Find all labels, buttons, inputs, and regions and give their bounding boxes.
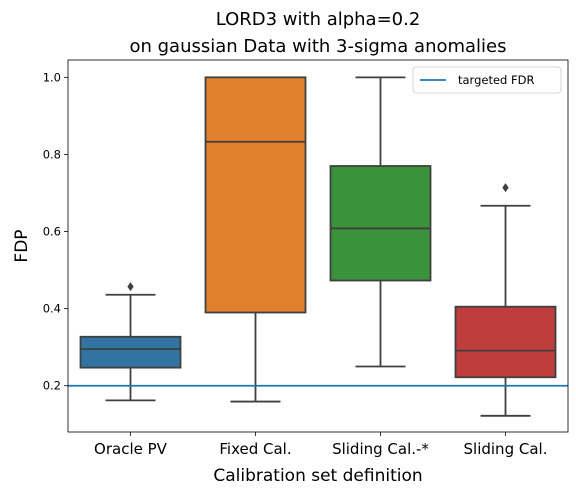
iqr-box bbox=[79, 335, 182, 369]
x-tick-label: Sliding Cal. bbox=[464, 440, 548, 458]
x-tick-label: Oracle PV bbox=[94, 440, 168, 458]
box-sliding-cal bbox=[454, 183, 557, 417]
chart-title-line-1: LORD3 with alpha=0.2 bbox=[216, 9, 421, 30]
x-tick-label: Sliding Cal.-* bbox=[332, 440, 429, 458]
iqr-box bbox=[454, 305, 557, 379]
y-axis-label: FDP bbox=[12, 229, 32, 262]
legend-entry-targeted-fdr: targeted FDR bbox=[458, 73, 534, 87]
y-tick-label: 0.8 bbox=[43, 147, 61, 161]
x-axis-label: Calibration set definition bbox=[213, 466, 422, 486]
y-tick-label: 0.6 bbox=[43, 225, 61, 239]
chart-title-line-2: on gaussian Data with 3-sigma anomalies bbox=[129, 36, 506, 57]
y-tick-label: 0.4 bbox=[43, 302, 61, 316]
box-fixed-cal bbox=[204, 76, 307, 403]
iqr-box bbox=[204, 76, 307, 314]
axes-frame bbox=[67, 59, 569, 433]
outlier-point bbox=[502, 183, 509, 193]
legend-box bbox=[412, 66, 562, 94]
legend: targeted FDR bbox=[412, 66, 562, 94]
plot-area bbox=[68, 76, 568, 417]
iqr-box bbox=[329, 165, 432, 282]
x-tick-label: Fixed Cal. bbox=[219, 440, 291, 458]
x-axis: Oracle PV Fixed Cal. Sliding Cal.-* Sliding… bbox=[94, 432, 547, 458]
y-tick-label: 1.0 bbox=[43, 70, 61, 84]
outlier-point bbox=[127, 282, 134, 292]
y-axis: 0.2 0.4 0.6 0.8 1.0 bbox=[43, 70, 68, 393]
y-tick-label: 0.2 bbox=[43, 379, 61, 393]
box-sliding-cal bbox=[329, 76, 432, 368]
box-oracle-pv bbox=[79, 282, 182, 402]
